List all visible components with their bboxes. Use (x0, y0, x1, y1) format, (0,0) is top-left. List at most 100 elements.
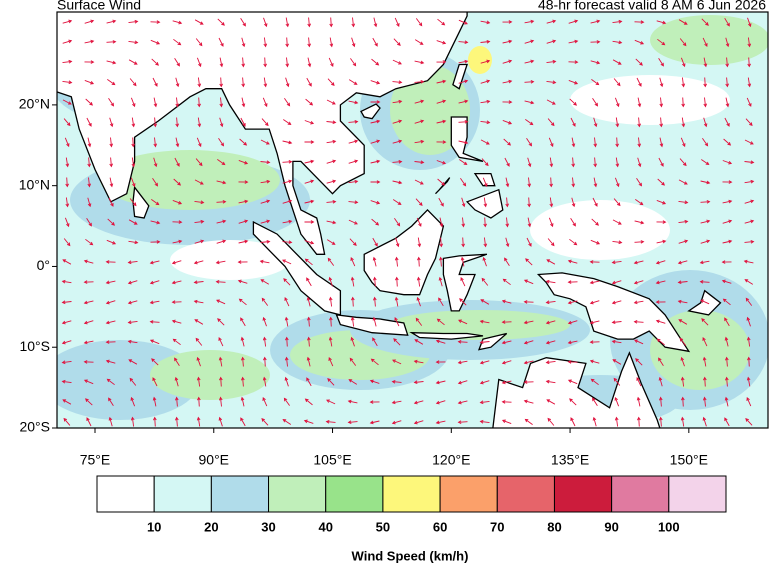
wind-arrow (458, 319, 468, 325)
wind-arrow (108, 397, 114, 407)
wind-arrow (237, 279, 248, 284)
wind-arrow (194, 239, 205, 244)
wind-arrow (105, 359, 116, 364)
wind-arrow (483, 197, 488, 208)
wind-arrow (151, 358, 159, 366)
wind-arrow (194, 179, 204, 185)
wind-arrow (282, 418, 292, 425)
wind-arrow (655, 280, 666, 285)
colorbar-box (611, 475, 670, 513)
x-tick-label: 90°E (199, 452, 230, 468)
wind-arrow (458, 99, 469, 104)
wind-arrow (436, 79, 447, 84)
wind-arrow (326, 199, 337, 204)
wind-arrow (238, 180, 249, 184)
wind-arrow (505, 237, 510, 248)
wind-arrow (372, 337, 378, 347)
wind-arrow (283, 119, 292, 126)
wind-arrow (285, 37, 290, 48)
wind-arrow (350, 257, 356, 267)
map-title: Surface Wind (57, 0, 141, 13)
wind-arrow (263, 77, 268, 88)
wind-arrow (527, 197, 532, 208)
wind-arrow (636, 178, 643, 187)
wind-arrow (306, 296, 311, 307)
wind-arrow (153, 157, 158, 168)
wind-arrow (746, 336, 751, 347)
wind-arrow (259, 259, 270, 264)
colorbar-label: 90 (604, 519, 618, 534)
wind-arrow (370, 200, 381, 205)
wind-arrow (724, 356, 729, 367)
axes: 20°N 10°N 0° 10°S 20°S 75°E 90°E 105°E 120°E 135°… (19, 96, 708, 468)
wind-arrow (62, 59, 73, 64)
wind-arrow (414, 179, 424, 185)
wind-arrow (218, 396, 223, 407)
wind-arrow (438, 297, 444, 307)
wind-arrow (306, 336, 311, 347)
wind-arrow (219, 97, 224, 108)
wind-arrow (612, 240, 623, 245)
wind-arrow (85, 98, 94, 106)
y-tick-label: 20°N (19, 96, 50, 112)
wind-arrow (657, 38, 666, 46)
wind-arrow (348, 119, 359, 124)
wind-arrow (306, 377, 312, 387)
wind-arrow (570, 417, 576, 427)
wind-arrow (370, 80, 381, 85)
wind-arrow (567, 300, 578, 305)
wind-arrow (505, 197, 510, 208)
colorbar-box (439, 475, 498, 513)
colorbar-label: 20 (204, 519, 218, 534)
wind-arrow (681, 97, 686, 108)
wind-arrow (457, 339, 468, 344)
wind-arrow (328, 336, 333, 347)
wind-arrow (391, 420, 402, 425)
wind-arrow (241, 57, 246, 68)
wind-arrow (348, 200, 359, 205)
wind-arrow (62, 399, 72, 405)
wind-arrow (545, 300, 556, 305)
wind-arrow (746, 376, 751, 387)
wind-arrow (395, 237, 400, 248)
wind-arrow (592, 397, 598, 407)
wind-arrow (370, 180, 381, 184)
wind-arrow (502, 100, 513, 104)
wind-arrow (153, 117, 158, 128)
wind-arrow (326, 179, 337, 184)
wind-arrow (172, 20, 183, 25)
wind-arrow (239, 138, 248, 146)
wind-arrow (195, 337, 203, 346)
wind-arrow (238, 298, 247, 306)
wind-arrow (196, 356, 201, 367)
wind-arrow (637, 137, 642, 148)
wind-arrow (416, 296, 421, 307)
wind-arrow (394, 317, 400, 327)
wind-arrow (567, 280, 578, 284)
wind-arrow (589, 320, 600, 325)
wind-arrow (745, 118, 753, 126)
wind-arrow (483, 217, 488, 228)
wind-arrow (392, 139, 403, 144)
wind-arrow (105, 340, 116, 344)
wind-arrow (217, 18, 225, 26)
wind-arrow (171, 319, 182, 324)
wind-arrow (173, 178, 182, 186)
wind-arrow (175, 117, 180, 128)
wind-arrow (328, 357, 334, 367)
wind-arrow (413, 359, 424, 364)
wind-arrow (436, 60, 447, 64)
wind-arrow (479, 360, 490, 365)
wind-arrow (479, 340, 490, 345)
wind-arrow (194, 200, 205, 205)
wind-arrow (131, 117, 136, 128)
wind-arrow (436, 318, 445, 326)
wind-arrow (527, 177, 532, 188)
wind-arrow (348, 379, 358, 385)
wind-arrow (458, 59, 469, 64)
wind-arrow (329, 17, 334, 28)
wind-arrow (658, 396, 663, 407)
wind-arrow (567, 320, 578, 325)
wind-arrow (568, 79, 579, 85)
wind-arrow (306, 316, 311, 327)
